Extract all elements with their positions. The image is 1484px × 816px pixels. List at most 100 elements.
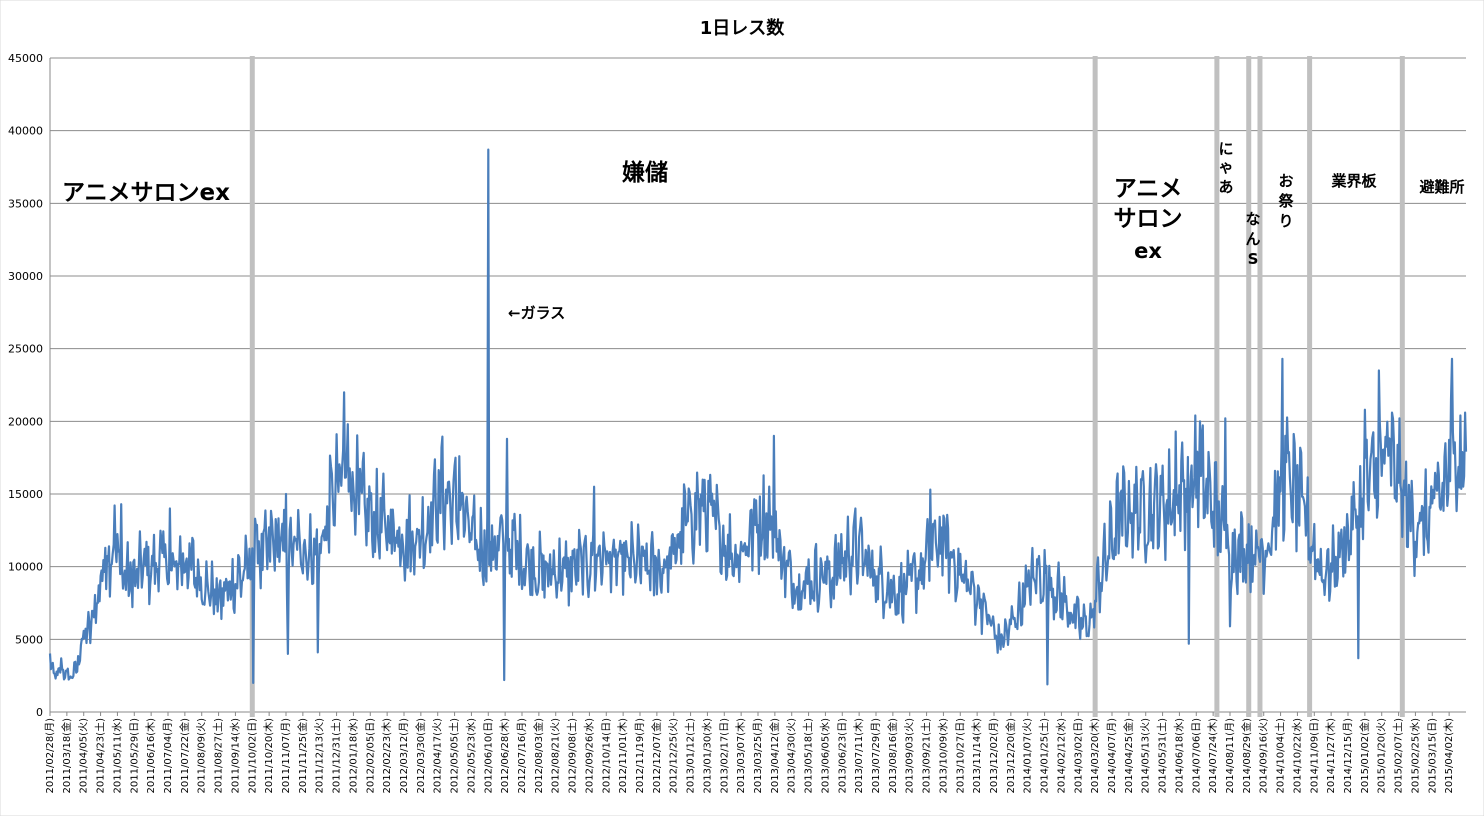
x-tick-label: 2012/08/21(火) [550, 718, 562, 794]
x-tick-label: 2014/12/15(月) [1342, 718, 1354, 794]
x-tick-label: 2012/06/28(木) [499, 718, 511, 794]
x-tick-label: 2013/07/29(月) [870, 718, 882, 794]
x-tick-label: 2012/12/25(火) [668, 718, 680, 794]
x-tick-label: 2011/11/25(金) [296, 718, 309, 794]
x-tick-label: 2011/10/02(日) [247, 718, 258, 794]
x-tick-label: 2011/08/09(火) [196, 718, 208, 794]
x-tick-label: 2013/09/03(火) [904, 718, 916, 794]
x-tick-label: 2015/01/02(金) [1358, 718, 1371, 794]
x-tick-label: 2011/11/07(月) [280, 718, 292, 794]
x-tick-label: 2011/05/29(日) [129, 718, 140, 794]
x-tick-label: 2013/03/25(月) [752, 718, 764, 794]
x-tick-label: 2011/10/20(木) [263, 718, 275, 794]
x-tick-label: 2012/12/07(金) [650, 718, 663, 794]
x-tick-label: 2011/05/11(水) [111, 718, 123, 794]
series-line-daily-posts [48, 148, 1468, 686]
x-tick-label: 2013/05/18(土) [802, 718, 815, 794]
x-tick-label: 2011/09/14(水) [229, 718, 241, 794]
annotation-nyaa-char3: あ [1218, 178, 1233, 196]
x-tick-label: 2012/03/12(月) [398, 718, 410, 794]
x-tick-label: 2012/01/18(水) [347, 718, 359, 794]
x-tick-label: 2013/04/30(火) [786, 718, 798, 794]
annotation-anime-salon-ex-2-line1: アニメ [1114, 176, 1183, 202]
x-tick-label: 2012/09/08(土) [566, 718, 579, 794]
annotation-kenchou: 嫌儲 [622, 160, 668, 186]
annotation-gyoukai: 業界板 [1330, 172, 1377, 190]
x-tick-label: 2012/03/30(金) [414, 718, 427, 794]
x-tick-label: 2012/11/19(月) [634, 718, 646, 794]
x-tick-label: 2014/05/31(土) [1156, 718, 1169, 794]
x-tick-label: 2014/08/11(月) [1224, 718, 1236, 794]
x-tick-label: 2011/02/28(月) [44, 718, 56, 794]
x-tick-label: 2015/02/07(土) [1392, 718, 1405, 794]
x-tick-label: 2012/02/23(木) [381, 718, 393, 794]
x-tick-label: 2012/02/05(日) [365, 718, 376, 794]
annotation-nyaa-char1: に [1218, 140, 1233, 158]
x-tick-label: 2014/10/04(土) [1274, 718, 1287, 794]
x-tick-label: 2014/01/25(土) [1038, 718, 1051, 794]
x-tick-label: 2014/05/13(火) [1140, 718, 1152, 794]
annotation-anime-salon-ex-2-line2: サロン [1114, 206, 1183, 232]
x-tick-label: 2013/12/02(月) [988, 718, 1000, 794]
x-tick-label: 2012/10/14(日) [601, 718, 612, 794]
x-tick-label: 2012/07/16(月) [516, 718, 528, 794]
x-tick-label: 2011/12/13(火) [314, 718, 326, 794]
x-tick-label: 2014/10/22(水) [1291, 718, 1303, 794]
x-tick-label: 2011/06/16(木) [145, 718, 157, 794]
x-tick-label: 2013/12/20(金) [1004, 718, 1017, 794]
y-tick-label: 45000 [8, 52, 43, 65]
y-tick-label: 0 [36, 706, 43, 719]
x-tick-label: 2011/03/18(金) [60, 718, 73, 794]
x-tick-label: 2014/04/07(月) [1106, 718, 1118, 794]
x-tick-label: 2015/02/25(水) [1409, 718, 1421, 794]
y-tick-label: 25000 [8, 343, 43, 356]
y-tick-label: 20000 [8, 415, 43, 428]
annotation-anime-salon-ex: アニメサロンex [62, 180, 230, 206]
x-tick-label: 2014/01/07(火) [1022, 718, 1034, 794]
x-tick-label: 2014/09/16(火) [1258, 718, 1270, 794]
x-tick-label: 2014/08/29(金) [1240, 718, 1253, 794]
x-tick-label: 2013/02/17(日) [719, 718, 730, 794]
annotation-nans-char3: S [1248, 250, 1259, 268]
x-tick-label: 2011/04/05(火) [78, 718, 90, 794]
x-tick-label: 2013/06/05(水) [819, 718, 831, 794]
series-lines [48, 148, 1468, 686]
x-tick-label: 2012/05/23(水) [465, 718, 477, 794]
x-tick-label: 2011/04/23(土) [94, 718, 107, 794]
y-tick-label: 35000 [8, 197, 43, 210]
x-tick-label: 2013/03/07(木) [735, 718, 747, 794]
x-tick-label: 2011/12/31(土) [330, 718, 343, 794]
x-tick-label: 2013/10/09(水) [937, 718, 949, 794]
x-tick-label: 2013/09/21(土) [920, 718, 933, 794]
x-tick-label: 2015/01/20(火) [1376, 718, 1388, 794]
annotation-glass: ←ガラス [508, 304, 565, 322]
x-tick-label: 2012/09/26(水) [583, 718, 595, 794]
y-tick-label: 5000 [15, 633, 43, 646]
x-tick-label: 2012/05/05(土) [448, 718, 461, 794]
chart-title: 1日レス数 [700, 17, 786, 39]
annotation-anime-salon-ex-2-line3: ex [1134, 239, 1162, 263]
x-tick-label: 2012/04/17(火) [432, 718, 444, 794]
x-tick-label: 2015/04/02(木) [1443, 718, 1455, 794]
x-axis-ticks: 2011/02/28(月) 2011/03/18(金) 2011/04/05(火) 2… [44, 712, 1455, 793]
x-tick-label: 2011/07/22(金) [178, 718, 191, 794]
x-tick-label: 2013/06/23(日) [837, 718, 848, 794]
y-axis-ticks: 0 5000 10000 15000 20000 25000 30000 35000 40000… [8, 52, 43, 719]
x-tick-label: 2013/11/14(木) [971, 718, 983, 794]
x-tick-label: 2012/06/10(日) [483, 718, 494, 794]
x-tick-label: 2012/08/03(金) [532, 718, 545, 794]
x-tick-label: 2011/08/27(土) [212, 718, 225, 794]
annotation-nans-char1: な [1245, 210, 1260, 228]
x-tick-label: 2014/04/25(金) [1122, 718, 1135, 794]
x-tick-label: 2014/03/20(木) [1089, 718, 1101, 794]
x-tick-label: 2015/03/15(日) [1427, 718, 1438, 794]
annotations: アニメサロンex 嫌儲 ←ガラス アニメ サロン ex に ゃ あ な ん S … [62, 140, 1465, 322]
annotation-omatsuri-char2: 祭 [1277, 192, 1294, 210]
annotation-nans-char2: ん [1245, 230, 1260, 248]
y-tick-label: 10000 [8, 561, 43, 574]
x-tick-label: 2014/06/18(水) [1173, 718, 1185, 794]
x-tick-label: 2014/02/12(水) [1055, 718, 1067, 794]
x-tick-label: 2012/11/01(木) [617, 718, 629, 794]
